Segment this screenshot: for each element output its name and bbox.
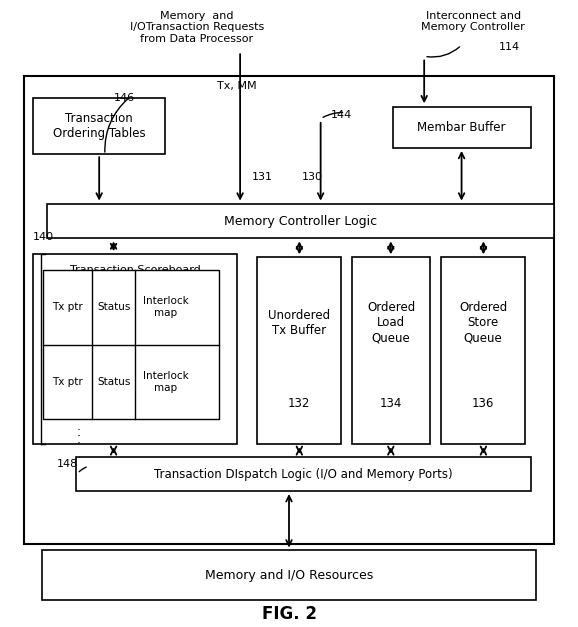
Text: Memory Controller Logic: Memory Controller Logic [224, 215, 377, 228]
Text: Memory and I/O Resources: Memory and I/O Resources [205, 569, 373, 582]
Text: 134: 134 [380, 397, 402, 409]
Text: FIG. 2: FIG. 2 [261, 605, 317, 623]
Text: Status: Status [97, 302, 131, 312]
FancyBboxPatch shape [43, 270, 219, 419]
Text: Ordered
Store
Queue: Ordered Store Queue [459, 301, 507, 344]
Text: Status: Status [97, 377, 131, 387]
Text: ·: · [77, 424, 81, 437]
Text: Interconnect and
Memory Controller: Interconnect and Memory Controller [421, 11, 525, 33]
Text: Interlock
map: Interlock map [143, 371, 188, 393]
FancyBboxPatch shape [352, 257, 430, 445]
Text: Ordered
Load
Queue: Ordered Load Queue [367, 301, 415, 344]
Text: 144: 144 [331, 110, 351, 120]
FancyBboxPatch shape [257, 257, 341, 445]
FancyBboxPatch shape [33, 254, 237, 445]
FancyBboxPatch shape [24, 76, 554, 544]
Text: ·: · [77, 430, 81, 443]
Text: Transaction Scoreboard: Transaction Scoreboard [70, 265, 201, 275]
Text: 140: 140 [33, 232, 54, 242]
Text: 114: 114 [499, 42, 520, 52]
Text: 136: 136 [472, 397, 494, 409]
FancyBboxPatch shape [42, 551, 536, 600]
Text: 130: 130 [302, 172, 323, 182]
Text: 146: 146 [113, 93, 135, 103]
Text: 132: 132 [288, 397, 310, 409]
FancyBboxPatch shape [47, 204, 554, 238]
Text: 131: 131 [251, 172, 273, 182]
Text: 148: 148 [57, 460, 79, 470]
Text: Tx ptr: Tx ptr [53, 377, 83, 387]
FancyBboxPatch shape [442, 257, 525, 445]
Text: Tx ptr: Tx ptr [53, 302, 83, 312]
Text: Unordered
Tx Buffer: Unordered Tx Buffer [268, 308, 330, 337]
FancyBboxPatch shape [33, 98, 165, 154]
Text: Interlock
map: Interlock map [143, 297, 188, 318]
Text: Tx, MM: Tx, MM [217, 81, 257, 91]
Text: ·: · [77, 436, 81, 450]
FancyBboxPatch shape [392, 107, 531, 148]
FancyBboxPatch shape [76, 457, 531, 491]
Text: Memory  and
I/OTransaction Requests
from Data Processor: Memory and I/OTransaction Requests from … [130, 11, 264, 44]
Text: 142: 142 [50, 384, 72, 394]
Text: Membar Buffer: Membar Buffer [417, 121, 506, 134]
Text: Transaction
Ordering Tables: Transaction Ordering Tables [53, 112, 146, 140]
Text: Transaction DIspatch Logic (I/O and Memory Ports): Transaction DIspatch Logic (I/O and Memo… [154, 468, 453, 480]
